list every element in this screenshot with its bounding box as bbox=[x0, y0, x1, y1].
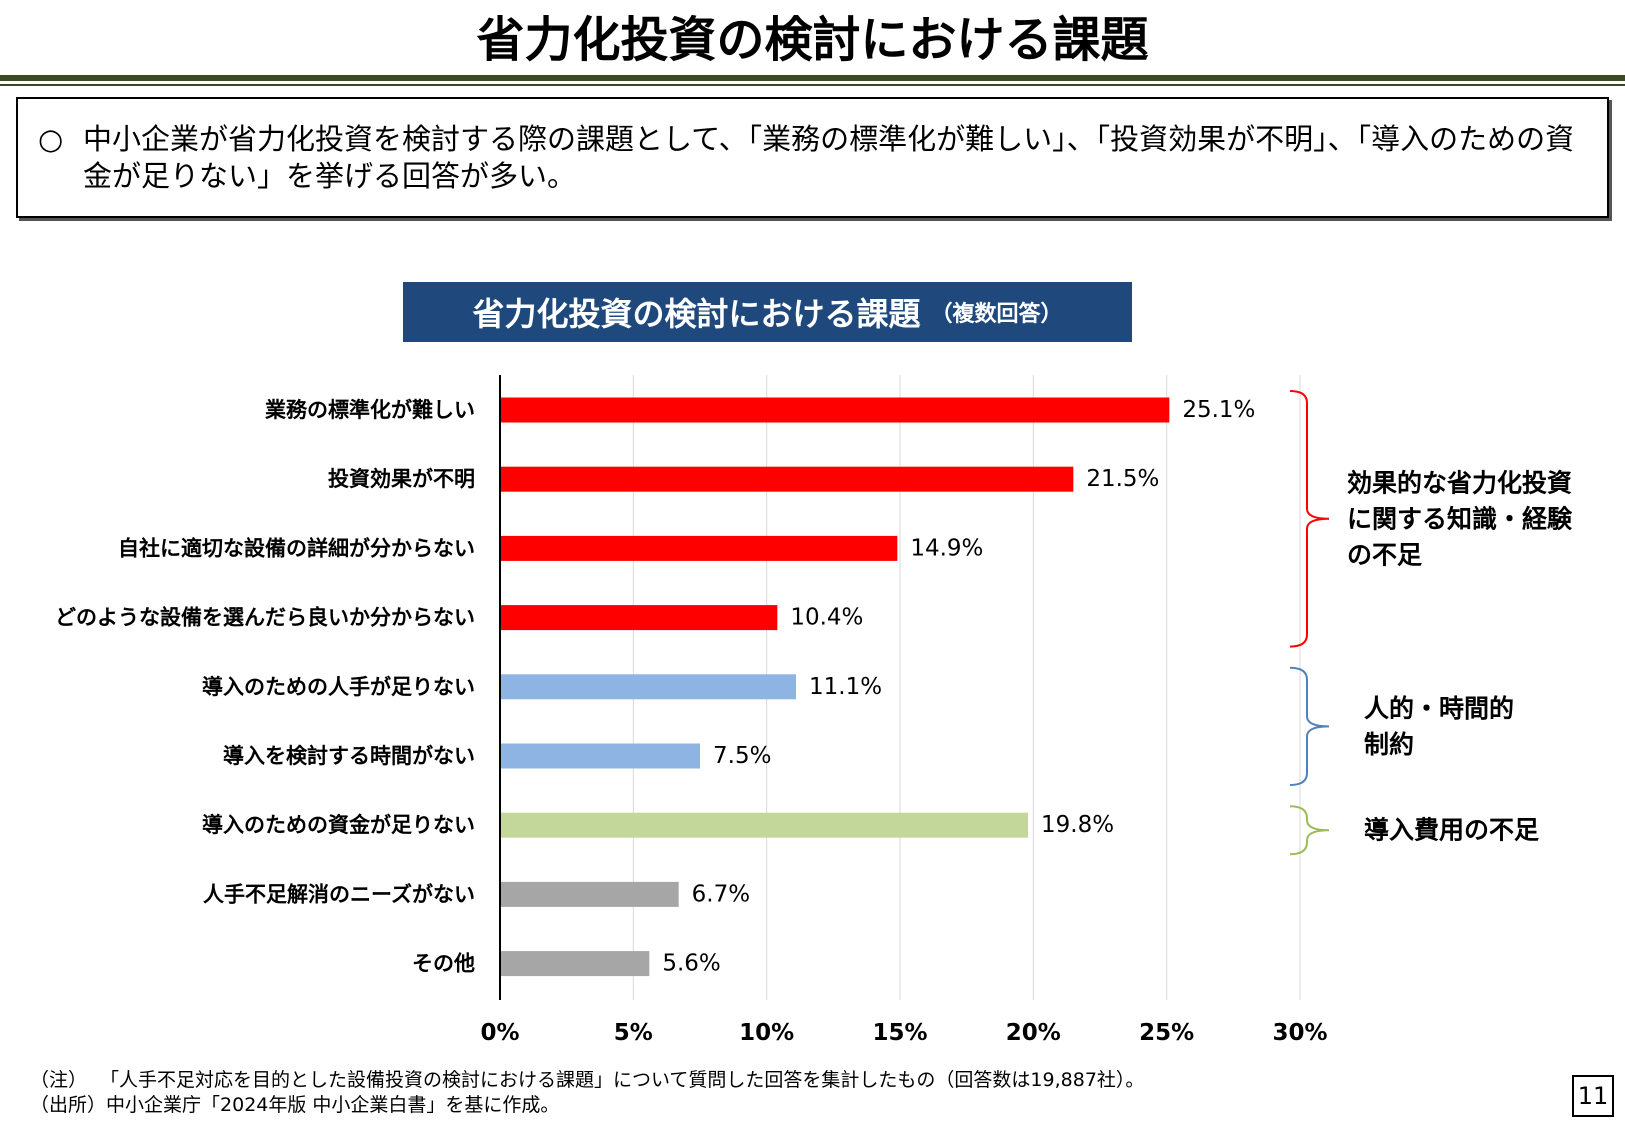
group-brace bbox=[1289, 390, 1330, 648]
x-tick-label: 0% bbox=[480, 1020, 519, 1046]
summary-bullet: ○ bbox=[38, 122, 64, 156]
category-label: 導入のための資金が足りない bbox=[202, 813, 475, 837]
bar-chart: 業務の標準化が難しい 25.1% 投資効果が不明 21.5% 自社に適切な設備の詳細が分… bbox=[55, 375, 1573, 1046]
title-rule bbox=[0, 75, 1625, 81]
footnote-source-label: （出所） bbox=[30, 1094, 107, 1116]
summary-text: 中小企業が省力化投資を検討する際の課題として、「業務の標準化が難しい」、「投資効… bbox=[83, 122, 1575, 193]
category-label: その他 bbox=[412, 952, 475, 976]
footnote-source-text: 中小企業庁「2024年版 中小企業白書」を基に作成。 bbox=[106, 1094, 560, 1116]
group-brace bbox=[1289, 666, 1330, 786]
category-label: 業務の標準化が難しい bbox=[265, 398, 475, 422]
footnote-note: （注） 「人手不足対応を目的とした設備投資の検討における課題」について質問した回答… bbox=[30, 1068, 1144, 1092]
category-label: 人手不足解消のニーズがない bbox=[203, 882, 475, 906]
value-label: 11.1% bbox=[809, 674, 882, 700]
category-label: 導入のための人手が足りない bbox=[202, 675, 475, 699]
group-label: 人的・時間的 bbox=[1364, 694, 1514, 723]
x-tick-label: 30% bbox=[1272, 1020, 1327, 1046]
x-tick-label: 25% bbox=[1139, 1020, 1194, 1046]
chart-subtitle: （複数回答） bbox=[930, 302, 1063, 327]
summary-box: ○ 中小企業が省力化投資を検討する際の課題として、「業務の標準化が難しい」、「投… bbox=[16, 97, 1609, 218]
group-brace bbox=[1289, 805, 1330, 856]
page-title: 省力化投資の検討における課題 bbox=[476, 12, 1149, 68]
value-label: 6.7% bbox=[692, 881, 750, 907]
value-label: 14.9% bbox=[910, 535, 983, 561]
x-tick-label: 10% bbox=[739, 1020, 794, 1046]
chart-title: 省力化投資の検討における課題 bbox=[472, 295, 921, 333]
bar bbox=[500, 881, 679, 907]
value-label: 7.5% bbox=[713, 743, 771, 769]
category-label: 自社に適切な設備の詳細が分からない bbox=[118, 536, 475, 560]
footnote-note-text: 「人手不足対応を目的とした設備投資の検討における課題」について質問した回答を集計… bbox=[100, 1069, 1145, 1091]
category-label: 導入を検討する時間がない bbox=[223, 744, 475, 768]
x-tick-label: 15% bbox=[872, 1020, 927, 1046]
value-label: 21.5% bbox=[1086, 466, 1159, 492]
chart-header: 省力化投資の検討における課題 （複数回答） bbox=[403, 282, 1132, 342]
category-label: 投資効果が不明 bbox=[328, 467, 475, 491]
bar bbox=[500, 674, 796, 700]
bar bbox=[500, 466, 1074, 492]
value-label: 25.1% bbox=[1182, 397, 1255, 423]
group-label: の不足 bbox=[1347, 540, 1422, 569]
value-label: 10.4% bbox=[790, 605, 863, 631]
x-tick-label: 5% bbox=[614, 1020, 653, 1046]
bar bbox=[500, 812, 1028, 838]
group-label: 導入費用の不足 bbox=[1364, 816, 1539, 845]
group-label: 効果的な省力化投資 bbox=[1347, 468, 1572, 497]
value-label: 5.6% bbox=[662, 951, 720, 977]
category-label: どのような設備を選んだら良いか分からない bbox=[55, 606, 475, 630]
page-number: 11 bbox=[1572, 1075, 1614, 1117]
bar bbox=[500, 605, 778, 631]
bar bbox=[500, 951, 650, 977]
group-label: に関する知識・経験 bbox=[1347, 504, 1573, 533]
bar bbox=[500, 397, 1170, 423]
footnote-source: （出所）中小企業庁「2024年版 中小企業白書」を基に作成。 bbox=[30, 1093, 559, 1117]
group-label: 制約 bbox=[1364, 730, 1414, 759]
value-label: 19.8% bbox=[1041, 812, 1114, 838]
title-rule-thin bbox=[0, 84, 1625, 86]
bar bbox=[500, 535, 898, 561]
bar bbox=[500, 743, 700, 769]
x-tick-label: 20% bbox=[1006, 1020, 1061, 1046]
footnote-note-label: （注） bbox=[30, 1069, 88, 1091]
